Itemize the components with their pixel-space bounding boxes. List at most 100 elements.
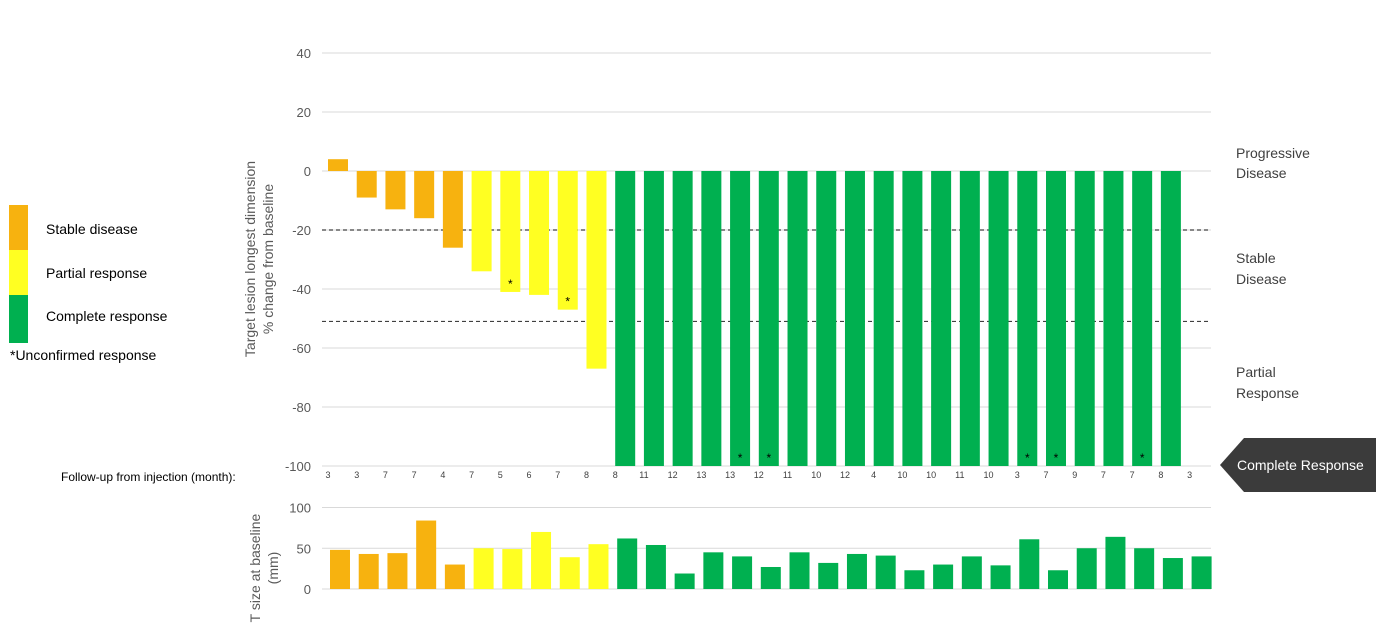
top-y-tick-label: -20 bbox=[292, 223, 311, 238]
bottom-bar bbox=[760, 566, 781, 589]
top-y-tick-label: 20 bbox=[297, 105, 311, 120]
bottom-bar bbox=[990, 565, 1011, 589]
legend-note-unconfirmed: *Unconfirmed response bbox=[10, 347, 157, 363]
unconfirmed-marker: * bbox=[1197, 0, 1202, 3]
top-bar bbox=[844, 171, 865, 466]
top-bar bbox=[385, 171, 406, 210]
unconfirmed-marker: * bbox=[508, 277, 513, 291]
legend: Stable disease Partial response Complete… bbox=[9, 205, 168, 363]
complete-response-arrow: Complete Response bbox=[1220, 438, 1376, 492]
bottom-bar bbox=[904, 570, 925, 589]
followup-month-label: 11 bbox=[783, 470, 792, 480]
followup-month-label: 11 bbox=[639, 470, 648, 480]
unconfirmed-marker: * bbox=[565, 295, 570, 309]
followup-month-label: 11 bbox=[955, 470, 964, 480]
top-bar bbox=[672, 171, 693, 466]
top-bar bbox=[1103, 171, 1124, 466]
bottom-bar bbox=[674, 573, 695, 589]
bottom-chart-bars bbox=[330, 520, 1212, 589]
bottom-bar bbox=[818, 562, 839, 589]
followup-month-label: 3 bbox=[325, 470, 330, 480]
followup-month-labels: 3 3 7 7 4 7 5 6 7 8 8 11 12 13 13 12 11 10 12 4 10 10 11 10 3 7 9 7… bbox=[325, 470, 1192, 480]
unconfirmed-marker: * bbox=[1025, 451, 1030, 465]
followup-month-label: 5 bbox=[498, 470, 503, 480]
complete-response-arrow-shape bbox=[1220, 438, 1376, 492]
top-bar bbox=[643, 171, 664, 466]
zone-stable-line2: Disease bbox=[1236, 271, 1287, 287]
bottom-bar bbox=[330, 549, 350, 589]
top-bar bbox=[931, 171, 952, 466]
bottom-bar bbox=[1162, 558, 1183, 589]
response-zone-labels: Progressive Disease Stable Disease Parti… bbox=[1236, 145, 1310, 401]
top-bar bbox=[471, 171, 492, 272]
top-bar bbox=[787, 171, 808, 466]
followup-month-label: 12 bbox=[840, 470, 850, 480]
top-bar bbox=[356, 171, 377, 198]
bottom-bar bbox=[559, 557, 580, 589]
followup-month-label: 7 bbox=[1043, 470, 1048, 480]
unconfirmed-marker: * bbox=[1054, 451, 1059, 465]
bottom-bar bbox=[1191, 556, 1212, 589]
bottom-bar bbox=[444, 564, 465, 589]
top-bar bbox=[873, 171, 894, 466]
followup-month-label: 9 bbox=[1072, 470, 1077, 480]
followup-month-label: 6 bbox=[527, 470, 532, 480]
top-bar bbox=[758, 171, 779, 466]
followup-month-label: 4 bbox=[871, 470, 876, 480]
followup-month-label: 7 bbox=[1101, 470, 1106, 480]
followup-month-label: 13 bbox=[725, 470, 735, 480]
bottom-chart-ylabel-line1: T size at baseline bbox=[247, 513, 263, 622]
legend-swatch-complete bbox=[9, 295, 28, 343]
bottom-bar bbox=[933, 564, 954, 589]
top-bar bbox=[1074, 171, 1095, 466]
bottom-bar bbox=[846, 553, 867, 589]
top-bar bbox=[328, 159, 348, 171]
bottom-chart-ylabel-line2: (mm) bbox=[265, 552, 281, 585]
legend-label-complete: Complete response bbox=[46, 308, 168, 324]
followup-month-label: 13 bbox=[696, 470, 706, 480]
top-bar bbox=[730, 171, 751, 466]
bottom-bar bbox=[588, 544, 609, 589]
top-bar bbox=[1046, 171, 1066, 466]
top-bar bbox=[414, 171, 435, 219]
unconfirmed-marker: * bbox=[1140, 451, 1145, 465]
bottom-bar bbox=[1048, 570, 1068, 589]
top-bar bbox=[557, 171, 578, 310]
followup-month-label: 7 bbox=[469, 470, 474, 480]
top-y-tick-label: -100 bbox=[285, 459, 311, 474]
zone-partial-line1: Partial bbox=[1236, 364, 1276, 380]
bottom-bar bbox=[1134, 548, 1155, 589]
unconfirmed-marker: * bbox=[738, 451, 743, 465]
followup-month-label: 10 bbox=[984, 470, 994, 480]
top-y-tick-label: 0 bbox=[304, 164, 311, 179]
followup-month-label: 7 bbox=[383, 470, 388, 480]
followup-month-label: 8 bbox=[1158, 470, 1163, 480]
bottom-bar bbox=[961, 556, 982, 589]
zone-progressive-line2: Disease bbox=[1236, 165, 1287, 181]
bottom-bar bbox=[617, 538, 638, 589]
legend-label-stable: Stable disease bbox=[46, 221, 138, 237]
top-chart-ylabel-line2: % change from baseline bbox=[260, 184, 276, 334]
bottom-bar bbox=[875, 555, 896, 589]
top-bar bbox=[959, 171, 980, 466]
bottom-bar bbox=[358, 553, 379, 589]
top-bar bbox=[586, 171, 607, 369]
followup-month-label: 8 bbox=[584, 470, 589, 480]
top-chart-unconfirmed-markers: * * * * * * * * bbox=[508, 0, 1202, 465]
top-bar bbox=[500, 171, 521, 292]
bottom-bar bbox=[703, 552, 724, 589]
bottom-bar bbox=[732, 556, 753, 589]
zone-progressive-line1: Progressive bbox=[1236, 145, 1310, 161]
top-bar bbox=[529, 171, 550, 295]
followup-month-label: 4 bbox=[440, 470, 445, 480]
followup-label: Follow-up from injection (month): bbox=[61, 470, 236, 484]
top-bar bbox=[816, 171, 837, 466]
bottom-y-tick-label: 0 bbox=[304, 582, 311, 597]
top-bar bbox=[1017, 171, 1038, 466]
top-y-tick-label: -80 bbox=[292, 400, 311, 415]
bottom-bar bbox=[1019, 539, 1040, 589]
followup-month-label: 10 bbox=[897, 470, 907, 480]
top-y-tick-label: -40 bbox=[292, 282, 311, 297]
bottom-bar bbox=[416, 520, 437, 589]
